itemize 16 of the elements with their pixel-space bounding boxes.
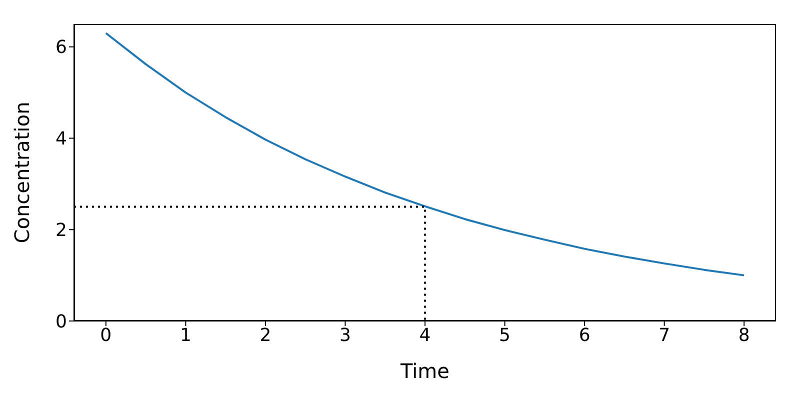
y-tick-label: 2 <box>56 220 67 242</box>
x-tick-label: 0 <box>100 324 112 346</box>
x-tick-label: 2 <box>260 324 272 346</box>
x-axis-title: Time <box>400 359 450 383</box>
y-axis-title: Concentration <box>10 102 34 244</box>
x-tick-label: 6 <box>578 324 590 346</box>
x-tick-label: 4 <box>419 324 431 346</box>
line-series <box>104 32 746 276</box>
y-tick-label: 6 <box>56 37 67 58</box>
y-tick-label: 0 <box>56 311 67 332</box>
x-tick-label: 7 <box>658 324 670 346</box>
y-tick-label: 4 <box>56 128 67 150</box>
x-tick-label: 1 <box>180 324 192 346</box>
x-tick-label: 5 <box>499 324 510 346</box>
x-tick-label: 3 <box>340 324 351 346</box>
x-tick-label: 8 <box>738 324 750 346</box>
